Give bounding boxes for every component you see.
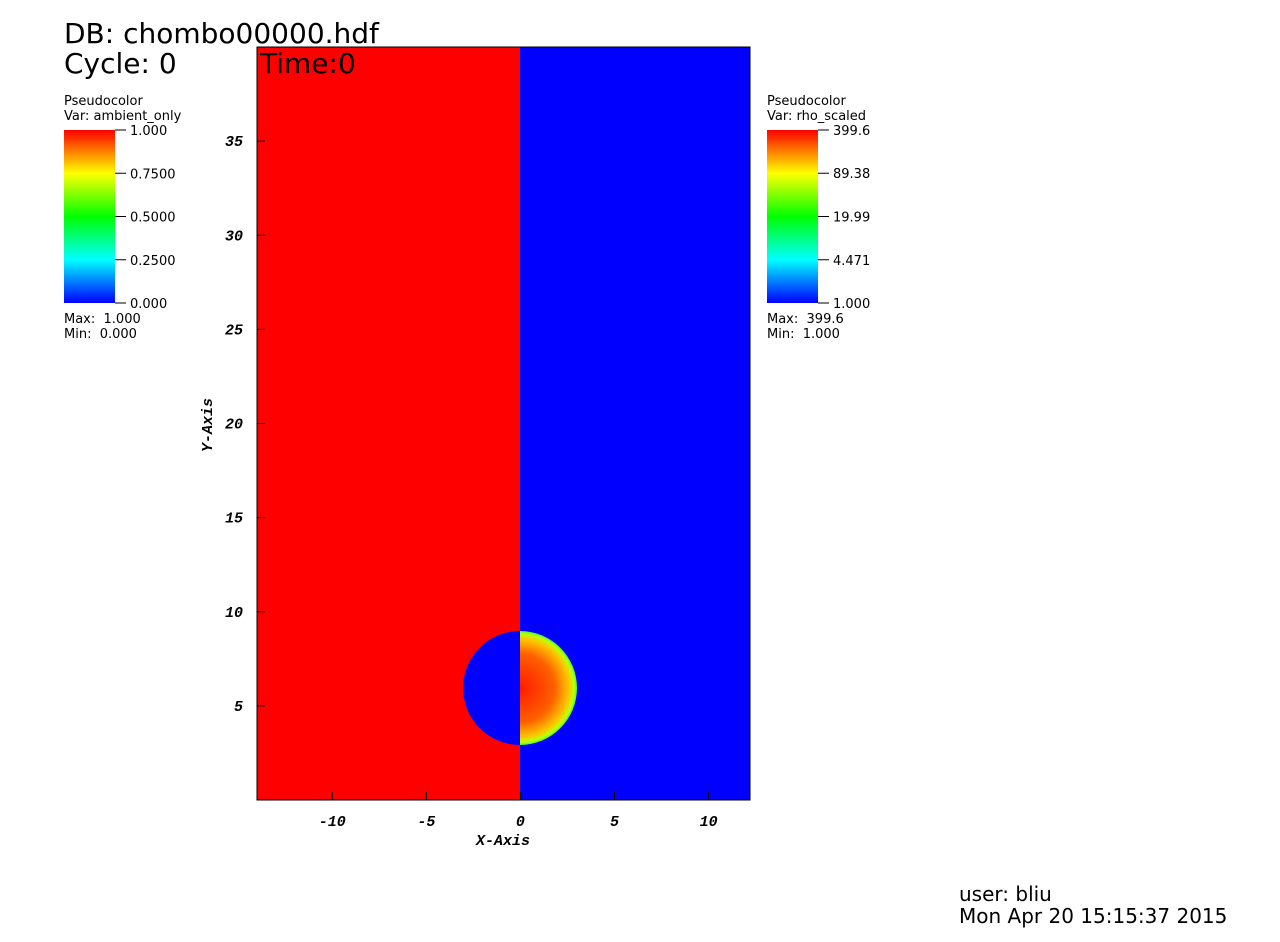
legend-tick-label: 0.2500 [130,254,176,269]
legend-max: Max: 1.000 [64,312,141,327]
legend-tick-label: 0.7500 [130,167,176,182]
db-name: DB: chombo00000.hdf [64,17,380,50]
legend-max: Max: 399.6 [767,312,844,327]
y-tick-label: 30 [225,228,243,245]
y-tick-label: 25 [225,322,243,339]
legend-tick-label: 0.000 [130,297,167,312]
date: Mon Apr 20 15:15:37 2015 [959,904,1227,928]
cycle: Cycle: 0 [64,47,177,80]
time: Time:0 [259,47,356,80]
legend-title: Pseudocolor [767,94,846,109]
user: user: bliu [959,882,1052,906]
legend-tick-label: 4.471 [833,254,870,269]
y-axis-title: Y-Axis [200,398,217,452]
legend-var: Var: ambient_only [64,109,182,124]
legend-tick-label: 399.6 [833,124,870,139]
y-tick-label: 15 [225,511,243,528]
x-tick-label: -10 [319,814,346,831]
legend-min: Min: 1.000 [767,327,840,342]
y-tick-label: 20 [225,417,243,434]
bubble-ambient [463,631,520,745]
x-tick-label: 0 [516,814,525,831]
colorbar [64,130,115,303]
legend-var: Var: rho_scaled [767,109,866,124]
legend-tick-label: 0.5000 [130,211,176,226]
legend-min: Min: 0.000 [64,327,137,342]
legend-tick-label: 1.000 [833,297,870,312]
legend-tick-label: 89.38 [833,167,870,182]
y-tick-label: 5 [234,699,243,716]
bubble-rho [520,631,577,745]
legend-tick-label: 1.000 [130,124,167,139]
colorbar [767,130,818,303]
y-tick-label: 10 [225,605,243,622]
x-tick-label: 5 [610,814,619,831]
y-tick-label: 35 [225,134,243,151]
x-axis-title: X-Axis [475,833,530,850]
legend-tick-label: 19.99 [833,211,870,226]
legend-title: Pseudocolor [64,94,143,109]
x-tick-label: -5 [417,814,435,831]
x-tick-label: 10 [700,814,718,831]
